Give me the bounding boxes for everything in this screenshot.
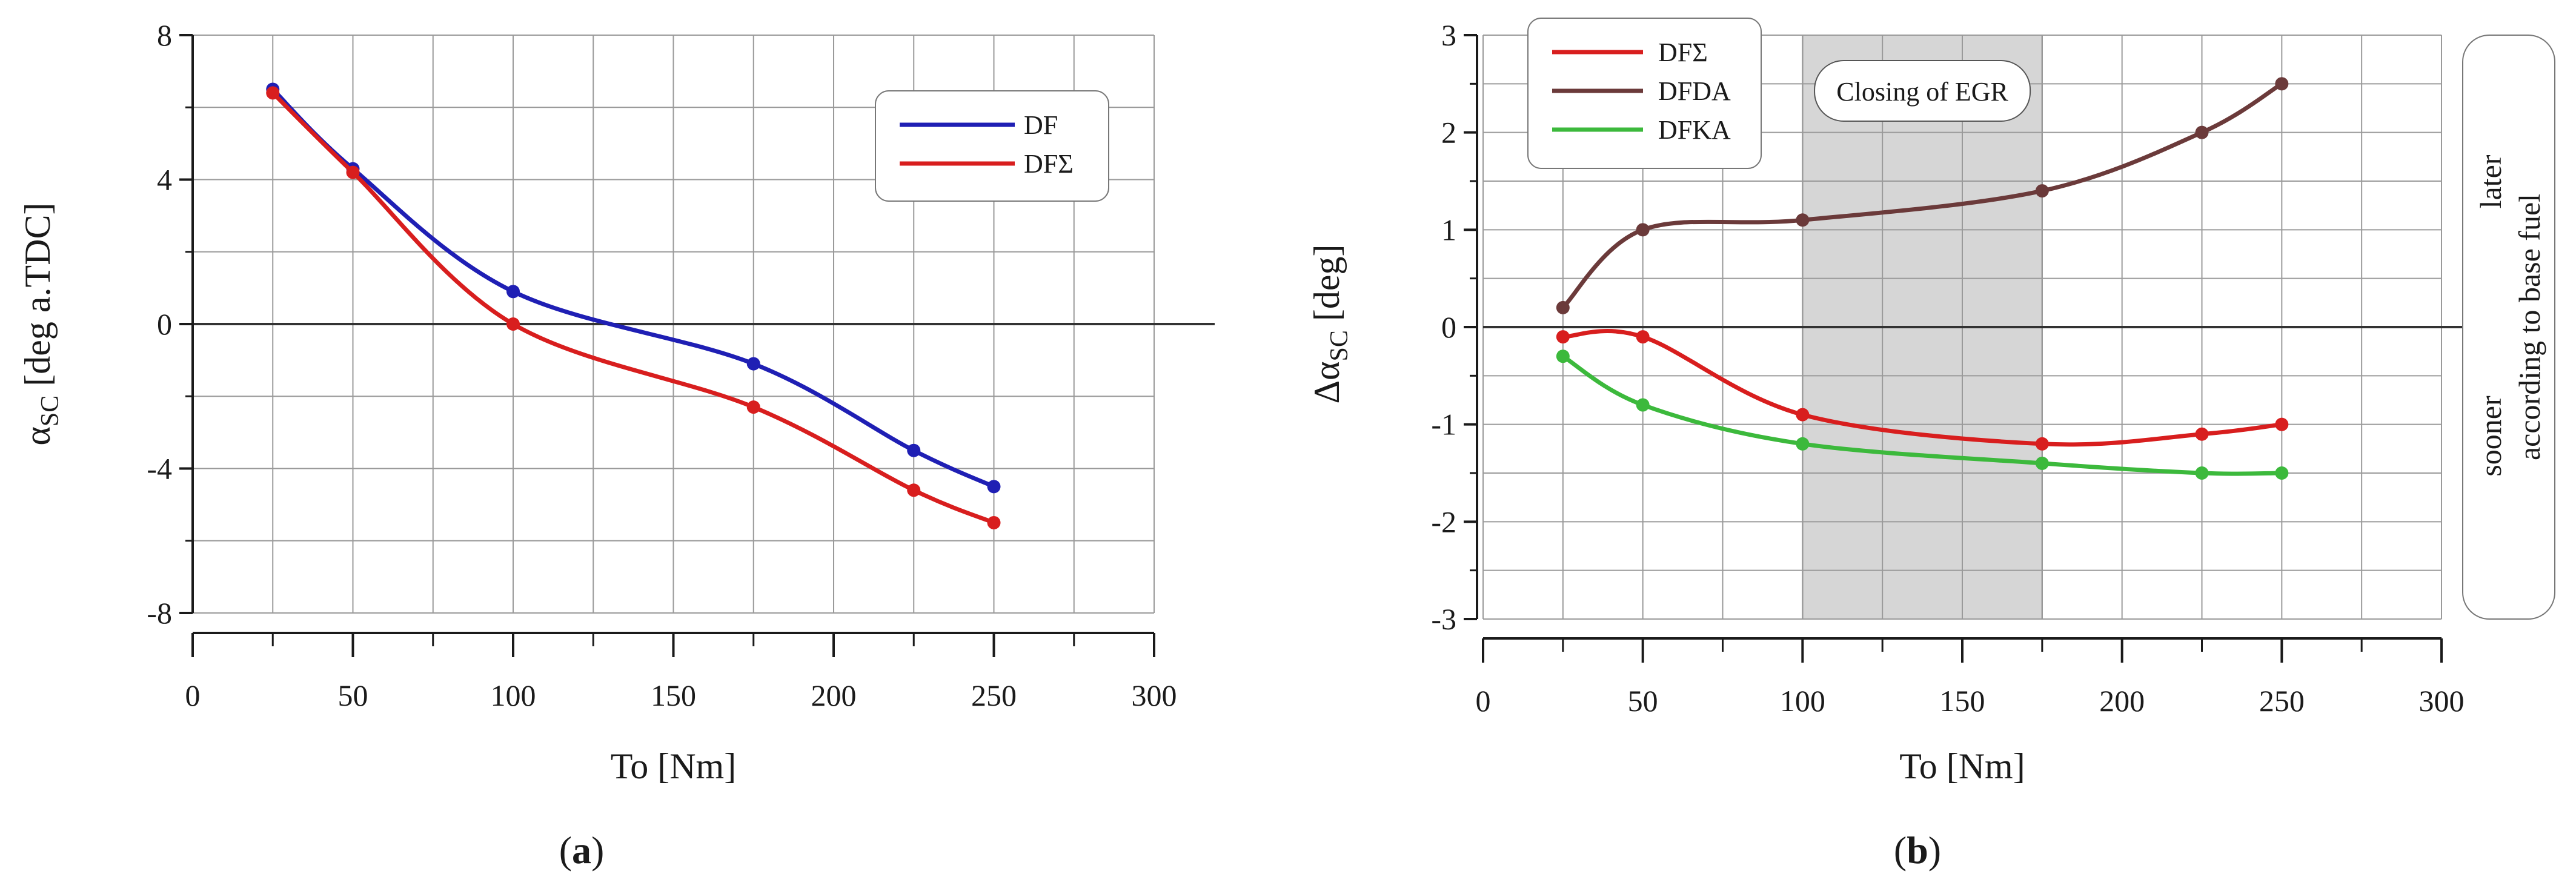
y-tick-label: 4 xyxy=(157,163,172,197)
panel-caption: (b) xyxy=(1894,829,1941,872)
y-axis-label-sub: SC xyxy=(1326,330,1353,361)
legend-label: DFKA xyxy=(1658,115,1731,145)
egr-note-label: Closing of EGR xyxy=(1836,77,2008,107)
data-point xyxy=(907,483,921,497)
caption-open-paren: ( xyxy=(1894,829,1907,872)
y-axis: 8 4 0 -4 -8 xyxy=(147,18,194,630)
data-point xyxy=(506,317,520,331)
data-point xyxy=(1556,349,1570,363)
x-axis: 0 50 100 150 200 250 300 xyxy=(1476,637,2465,718)
y-tick-label: -2 xyxy=(1431,505,1456,538)
data-point xyxy=(1556,330,1570,344)
x-tick-label: 200 xyxy=(811,678,857,712)
y-tick-label: -4 xyxy=(147,452,172,486)
panel-a: 8 4 0 -4 -8 0 50 100 150 200 250 300 To [Nm] αSC [deg… xyxy=(18,18,1215,872)
x-tick-label: 250 xyxy=(971,678,1017,712)
series-DFKA xyxy=(1556,349,2289,480)
y-tick-label: -3 xyxy=(1431,602,1456,636)
x-tick-label: 50 xyxy=(1628,684,1658,718)
legend-label: DFΣ xyxy=(1658,38,1708,67)
series-DFΣ xyxy=(1556,329,2289,451)
x-tick-label: 100 xyxy=(491,678,536,712)
x-axis-label: To [Nm] xyxy=(611,746,736,786)
x-tick-label: 200 xyxy=(2099,684,2145,718)
data-point xyxy=(1636,223,1650,237)
data-point xyxy=(266,86,280,100)
y-axis-label-base: Δα xyxy=(1307,361,1347,403)
y-tick-label: 1 xyxy=(1441,213,1456,247)
x-tick-label: 150 xyxy=(1940,684,1985,718)
y-axis-label: αSC [deg a.TDC] xyxy=(18,202,64,445)
x-tick-label: 300 xyxy=(1132,678,1177,712)
y-axis-label-base: α xyxy=(18,426,58,445)
data-point xyxy=(506,285,520,299)
legend-label: DFDA xyxy=(1658,76,1731,106)
side-label-sooner: sooner xyxy=(2474,396,2508,477)
x-tick-label: 300 xyxy=(2419,684,2465,718)
side-label-later: later xyxy=(2474,154,2508,208)
data-point xyxy=(2195,427,2209,441)
data-point xyxy=(2035,437,2049,451)
data-point xyxy=(1636,398,1650,412)
data-point xyxy=(987,515,1001,529)
x-tick-label: 50 xyxy=(338,678,368,712)
caption-letter: a xyxy=(572,829,591,872)
data-point xyxy=(2195,466,2209,480)
y-tick-label: -1 xyxy=(1431,408,1456,442)
data-point xyxy=(2275,466,2289,480)
y-axis-label-rest: [deg a.TDC] xyxy=(18,202,58,395)
side-annotation-box xyxy=(2462,35,2555,620)
data-point xyxy=(746,357,760,371)
legend-label: DFΣ xyxy=(1024,149,1074,179)
x-tick-label: 0 xyxy=(185,678,201,712)
data-point xyxy=(2195,125,2209,139)
y-axis: 3 2 1 0 -1 -2 -3 xyxy=(1431,18,1478,636)
data-point xyxy=(907,443,921,457)
data-point xyxy=(987,480,1001,494)
y-tick-label: 8 xyxy=(157,18,172,52)
series-DFΣ xyxy=(266,86,1001,529)
x-tick-label: 250 xyxy=(2259,684,2305,718)
caption-letter: b xyxy=(1907,829,1928,872)
legend-box xyxy=(875,90,1109,202)
data-point xyxy=(346,165,360,179)
y-axis-label: ΔαSC [deg] xyxy=(1307,245,1353,404)
panel-caption: (a) xyxy=(559,829,605,872)
caption-open-paren: ( xyxy=(559,829,572,872)
legend: DF DFΣ xyxy=(875,90,1109,202)
x-tick-label: 150 xyxy=(651,678,696,712)
y-tick-label: 0 xyxy=(157,307,172,341)
legend-label: DF xyxy=(1024,110,1058,140)
data-point xyxy=(2275,77,2289,91)
data-point xyxy=(2035,184,2049,198)
y-tick-label: -8 xyxy=(147,596,172,630)
data-point xyxy=(2035,456,2049,470)
x-axis: 0 50 100 150 200 250 300 xyxy=(185,632,1177,712)
legend: DFΣ DFDA DFKA xyxy=(1527,18,1762,169)
caption-close-paren: ) xyxy=(1928,829,1941,872)
x-tick-label: 0 xyxy=(1476,684,1491,718)
y-tick-label: 3 xyxy=(1441,18,1456,52)
y-axis-label-rest: [deg] xyxy=(1307,245,1347,331)
data-point xyxy=(1796,437,1810,451)
y-axis-label-sub: SC xyxy=(36,396,64,426)
data-point xyxy=(1636,330,1650,344)
data-point xyxy=(1796,408,1810,422)
egr-note-box xyxy=(1814,60,2031,122)
data-point xyxy=(1796,213,1810,227)
x-tick-label: 100 xyxy=(1780,684,1825,718)
y-tick-label: 2 xyxy=(1441,116,1456,150)
series-DFDA xyxy=(1556,77,2289,314)
data-point xyxy=(746,400,760,414)
caption-close-paren: ) xyxy=(591,829,604,872)
panel-b: 3 2 1 0 -1 -2 -3 0 50 100 150 200 250 300 To [Nm] ΔαSC … xyxy=(1307,18,2555,872)
y-tick-label: 0 xyxy=(1441,310,1456,344)
side-label-basis: according to base fuel xyxy=(2512,194,2546,460)
data-point xyxy=(2275,417,2289,431)
data-point xyxy=(1556,300,1570,314)
x-axis-label: To [Nm] xyxy=(1899,746,2025,786)
